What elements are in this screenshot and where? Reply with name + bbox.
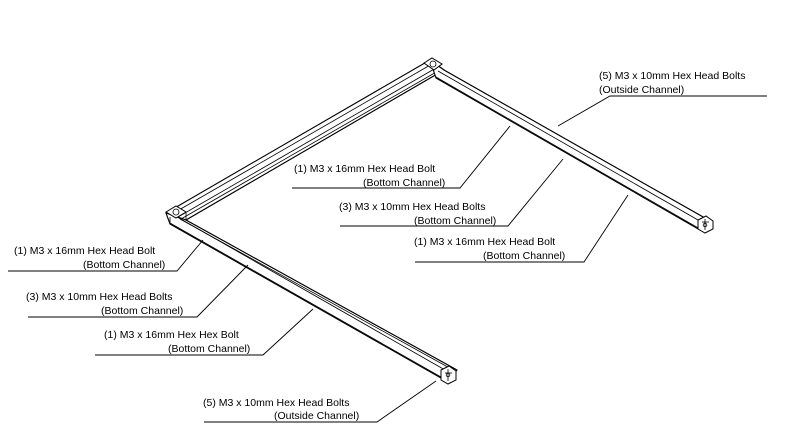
callout-right-bolts-bottom-line1: (3) M3 x 10mm Hex Head Bolts <box>339 201 485 213</box>
callout-leaders <box>8 95 767 423</box>
leader-left-bolts-bottom <box>28 264 249 318</box>
corner-left <box>165 205 187 224</box>
callout-left-bolts-bottom-line2: (Bottom Channel) <box>101 305 183 317</box>
callout-front-bolt-bottom-line2: (Bottom Channel) <box>168 343 250 355</box>
rail-end-front <box>440 365 457 385</box>
callout-back-bolt-bottom-line1: (1) M3 x 16mm Hex Head Bolt <box>294 163 435 175</box>
callout-front-bolt-bottom-line1: (1) M3 x 16mm Hex Hex Bolt <box>104 329 239 341</box>
leader-bottom-outside <box>204 380 437 423</box>
callout-left-bolt-bottom-line1: (1) M3 x 16mm Hex Head Bolt <box>14 245 155 257</box>
callout-right-bolt-bottom-line2: (Bottom Channel) <box>483 250 565 262</box>
callout-left-bolts-bottom-line1: (3) M3 x 10mm Hex Head Bolts <box>26 291 172 303</box>
callout-top-right-outside-line2: (Outside Channel) <box>599 84 684 96</box>
callout-top-right-outside-line1: (5) M3 x 10mm Hex Head Bolts <box>599 70 745 82</box>
extrusion-frame <box>165 57 714 385</box>
leader-right-bolts-bottom <box>340 158 564 227</box>
extrusion-rail-back-left <box>165 59 445 221</box>
extrusion-rail-back-right <box>429 59 713 231</box>
callout-bottom-outside-line1: (5) M3 x 10mm Hex Head Bolts <box>203 397 349 409</box>
leader-front-bolt-bottom <box>95 308 314 356</box>
callout-right-bolts-bottom-line2: (Bottom Channel) <box>414 215 496 227</box>
leader-back-bolt-bottom <box>292 125 511 189</box>
callout-back-bolt-bottom-line2: (Bottom Channel) <box>363 177 445 189</box>
leader-right-bolt-bottom <box>415 194 629 263</box>
callout-labels: (5) M3 x 10mm Hex Head Bolts (Outside Ch… <box>14 70 745 422</box>
callout-bottom-outside-line2: (Outside Channel) <box>274 410 359 422</box>
callout-left-bolt-bottom-line2: (Bottom Channel) <box>83 259 165 271</box>
corner-top <box>423 57 443 71</box>
leader-top-right-outside <box>557 95 767 127</box>
callout-right-bolt-bottom-line1: (1) M3 x 16mm Hex Head Bolt <box>414 236 555 248</box>
rail-end-right <box>697 215 714 234</box>
leader-left-bolt-bottom <box>8 239 204 272</box>
